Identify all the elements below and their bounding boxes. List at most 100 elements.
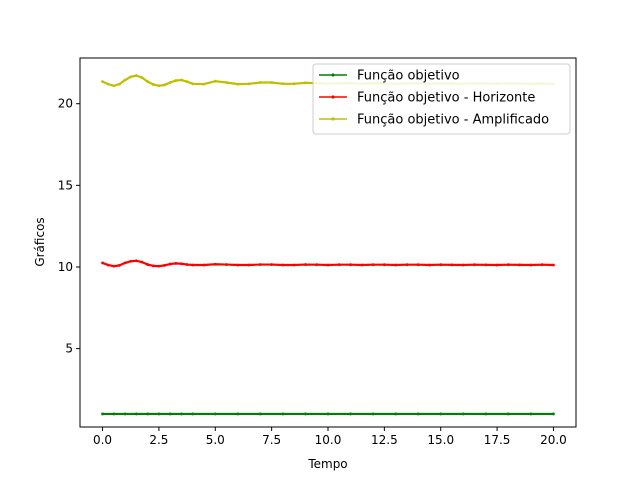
data-point <box>157 84 161 88</box>
series-1 <box>101 412 555 416</box>
data-point <box>394 263 398 267</box>
data-point <box>129 259 133 263</box>
data-point <box>258 412 262 416</box>
data-point <box>281 412 285 416</box>
data-point <box>281 82 285 86</box>
y-tick-label: 15 <box>58 178 73 192</box>
data-point <box>134 259 138 263</box>
data-point <box>157 412 161 416</box>
data-point <box>416 412 420 416</box>
x-tick-label: 15.0 <box>427 433 454 447</box>
legend-item: Função objetivo - Horizonte <box>319 91 535 106</box>
data-point <box>202 263 206 267</box>
data-point <box>151 264 155 268</box>
y-tick-label: 5 <box>65 342 73 356</box>
data-point <box>112 84 116 88</box>
data-point <box>304 412 307 416</box>
data-point <box>146 80 150 84</box>
data-point <box>101 412 104 416</box>
legend-marker <box>331 73 335 77</box>
legend-item: Função objetivo <box>319 69 460 84</box>
data-point <box>371 412 375 416</box>
data-point <box>168 81 172 84</box>
data-point <box>118 263 121 267</box>
series-2 <box>101 259 555 268</box>
legend-box <box>312 63 571 135</box>
data-point <box>270 263 274 266</box>
x-tick-label: 5.0 <box>206 433 225 447</box>
data-point <box>213 412 217 416</box>
data-point <box>101 80 104 84</box>
data-point <box>247 263 251 267</box>
data-point <box>304 81 307 85</box>
legend-marker <box>331 95 335 99</box>
data-point <box>416 263 420 267</box>
data-point <box>180 412 183 416</box>
data-point <box>450 263 454 267</box>
data-point <box>371 263 375 267</box>
data-point <box>168 412 172 416</box>
data-point <box>247 82 251 86</box>
data-point <box>518 263 522 267</box>
y-axis-label: Gráficos <box>33 217 47 266</box>
data-point <box>213 79 217 83</box>
data-point <box>552 412 555 416</box>
data-point <box>146 263 150 266</box>
data-point <box>405 263 409 267</box>
data-point <box>473 263 476 267</box>
data-point <box>118 82 121 86</box>
data-point <box>349 412 352 416</box>
data-point <box>428 263 431 267</box>
data-point <box>236 412 240 416</box>
data-point <box>506 263 510 267</box>
data-point <box>185 263 189 266</box>
data-point <box>213 262 217 266</box>
x-axis: 0.0 2.5 5.0 7.5 10.0 12.5 15.0 17.5 20.0 <box>93 427 567 447</box>
data-point <box>191 82 195 86</box>
data-point <box>140 76 144 79</box>
data-point <box>174 262 178 265</box>
data-point <box>281 263 285 267</box>
legend-marker <box>331 117 335 121</box>
data-point <box>112 412 116 416</box>
x-tick-label: 7.5 <box>262 433 281 447</box>
data-point <box>191 263 195 267</box>
data-point <box>129 75 133 79</box>
data-point <box>236 82 240 86</box>
data-point <box>106 82 110 86</box>
data-point <box>484 263 488 267</box>
data-point <box>202 82 206 86</box>
data-point <box>191 412 195 416</box>
legend-label: Função objetivo - Horizonte <box>357 91 535 106</box>
data-point <box>258 81 262 84</box>
data-point <box>258 263 262 266</box>
x-tick-label: 20.0 <box>540 433 567 447</box>
data-point <box>304 263 307 266</box>
data-point <box>506 412 510 416</box>
data-point <box>157 264 161 268</box>
data-point <box>140 260 144 264</box>
data-point <box>540 263 544 267</box>
data-point <box>292 82 296 86</box>
data-point <box>349 263 352 267</box>
data-point <box>461 263 465 267</box>
data-point <box>163 263 166 267</box>
data-point <box>225 81 228 84</box>
x-tick-label: 12.5 <box>371 433 398 447</box>
data-point <box>123 78 127 82</box>
data-point <box>495 263 499 267</box>
data-point <box>315 263 319 267</box>
data-point <box>382 263 386 267</box>
data-point <box>112 264 116 268</box>
x-axis-label: Tempo <box>307 457 347 471</box>
x-tick-label: 10.0 <box>315 433 342 447</box>
data-point <box>529 412 533 416</box>
legend: Função objetivo Função objetivo - Horizon… <box>312 63 571 135</box>
data-point <box>394 412 398 416</box>
data-point <box>439 412 443 416</box>
data-point <box>151 83 155 86</box>
data-point <box>225 263 228 266</box>
data-point <box>180 262 183 266</box>
